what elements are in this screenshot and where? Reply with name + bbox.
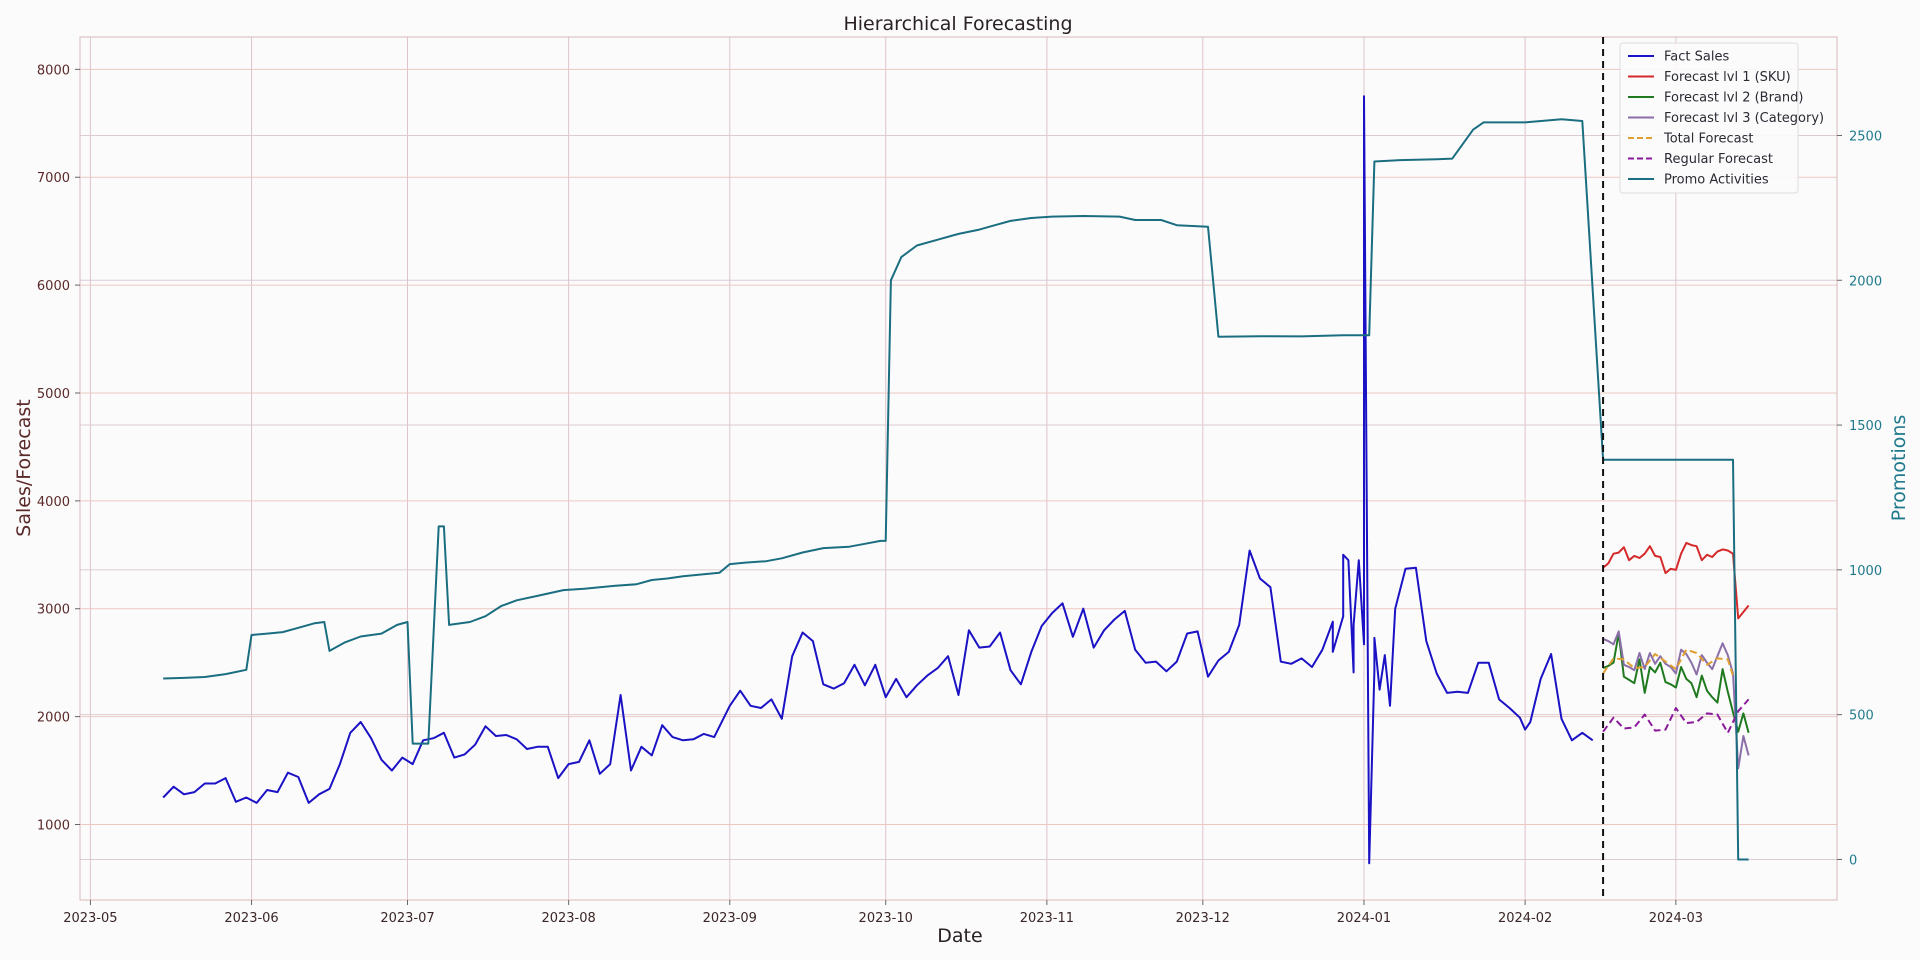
legend-label: Forecast lvl 1 (SKU) (1664, 70, 1791, 85)
y-tick-label-right: 0 (1849, 853, 1857, 868)
y-axis-label-right: Promotions (1888, 415, 1910, 522)
y-axis-label-left: Sales/Forecast (13, 399, 35, 536)
y-tick-label-left: 6000 (37, 279, 70, 294)
legend-label: Total Forecast (1663, 132, 1754, 147)
y-tick-label-left: 5000 (37, 387, 70, 402)
y-tick-label-right: 2500 (1849, 129, 1882, 144)
x-tick-label: 2024-02 (1498, 911, 1552, 926)
y-tick-label-right: 2000 (1849, 274, 1882, 289)
x-tick-label: 2023-10 (859, 911, 913, 926)
series-promo-activities (163, 118, 1749, 861)
legend: Fact Sales Forecast lvl 1 (SKU) Forecast l… (1619, 42, 1824, 194)
y-tick-label-left: 8000 (37, 63, 70, 78)
series-layer (162, 95, 1750, 865)
y-tick-label-left: 2000 (37, 711, 70, 726)
chart-title: Hierarchical Forecasting (843, 13, 1072, 35)
legend-label: Regular Forecast (1664, 152, 1773, 167)
series-forecast-lvl-1-sku (1602, 541, 1750, 620)
y-tick-label-left: 4000 (37, 495, 70, 510)
legend-label: Promo Activities (1664, 173, 1769, 188)
axis-ticks: 2023-05 2023-06 2023-07 2023-08 2023-09 2023-… (37, 63, 1882, 926)
y-tick-label-left: 7000 (37, 171, 70, 186)
series-forecast-lvl-2-brand (1602, 632, 1750, 734)
series-forecast-lvl-3-category (1602, 630, 1750, 770)
series-fact-sales (162, 95, 1594, 865)
y-tick-label-right: 1500 (1849, 419, 1882, 434)
x-tick-label: 2023-08 (541, 911, 595, 926)
x-tick-label: 2023-06 (224, 911, 278, 926)
x-tick-label: 2024-03 (1649, 911, 1703, 926)
x-tick-label: 2023-07 (380, 911, 434, 926)
legend-label: Forecast lvl 2 (Brand) (1664, 91, 1803, 106)
x-tick-label: 2024-01 (1337, 911, 1391, 926)
series-total-forecast (1602, 648, 1734, 676)
plot-area (79, 36, 1838, 901)
x-axis-label: Date (937, 925, 982, 947)
legend-box (1619, 42, 1799, 194)
x-tick-label: 2023-11 (1020, 911, 1074, 926)
series-regular-forecast (1602, 698, 1750, 734)
y-tick-label-right: 500 (1849, 709, 1874, 724)
x-tick-label: 2023-12 (1176, 911, 1230, 926)
y-tick-label-left: 3000 (37, 603, 70, 618)
x-tick-label: 2023-09 (703, 911, 757, 926)
y-tick-label-right: 1000 (1849, 564, 1882, 579)
legend-label: Fact Sales (1664, 50, 1729, 65)
legend-label: Forecast lvl 3 (Category) (1664, 111, 1824, 126)
x-tick-label: 2023-05 (63, 911, 117, 926)
y-tick-label-left: 1000 (37, 818, 70, 833)
